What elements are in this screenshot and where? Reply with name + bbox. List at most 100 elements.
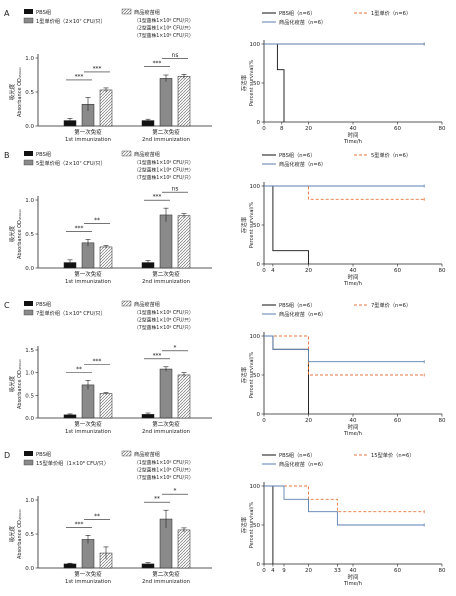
bar-commercial: [177, 215, 191, 269]
legend-label-pbs: PBS组: [36, 150, 51, 158]
legend-label-surv-commercial: 商品化疫苗（n=6）: [279, 310, 326, 318]
y-axis-label-cn: 存活率: [240, 516, 248, 533]
legend-swatch-commercial: [121, 8, 132, 15]
bar-mono: [81, 242, 95, 269]
x-tick-label: 9: [282, 568, 286, 574]
group-label-en: 1st immunization: [65, 579, 111, 585]
y-tick-label: 0.0: [25, 416, 34, 422]
y-tick-label: 1.0: [25, 371, 34, 377]
survival-line-pbs: [264, 43, 285, 122]
x-tick-label: 20: [305, 268, 312, 274]
y-axis-label-cn: 存活率: [240, 216, 248, 233]
bar-mono: [159, 78, 173, 127]
legend-label-commercial-strain: （1型菌株1×10⁸ CFU/只）: [134, 159, 194, 166]
x-axis-label-en: Time/h: [343, 139, 362, 145]
legend-label-commercial-strain: （7型菌株1×10⁸ CFU/只）: [134, 32, 194, 39]
panel-letter: A: [4, 9, 10, 18]
legend-label-surv-commercial: 商品化疫苗（n=6）: [279, 160, 326, 168]
x-tick-label: 20: [305, 418, 312, 424]
legend-label-commercial: 商品疫苗组: [134, 300, 160, 308]
significance-label: **: [76, 367, 82, 373]
y-axis-label-en: Percent survival/%: [249, 202, 255, 249]
bar-commercial: [99, 246, 113, 269]
x-tick-label: 4: [271, 568, 275, 574]
y-axis-label-en: Absorbance OD₄₅₀ₙₘ: [17, 359, 23, 409]
group-label-cn: 第二次免疫: [152, 570, 180, 578]
group-label-cn: 第一次免疫: [74, 420, 102, 428]
group-label-cn: 第二次免疫: [152, 420, 180, 428]
significance-label: ***: [75, 226, 84, 232]
y-axis-label-cn: 吸光度: [8, 525, 16, 542]
survival-line-pbs: [264, 185, 309, 264]
y-axis-label-en: Percent survival/%: [249, 502, 255, 549]
bar-mono: [81, 384, 95, 419]
legend-label-surv-mono: 5型单价（n=6）: [371, 151, 411, 159]
x-axis-label-cn: 时间: [347, 131, 358, 139]
group-label-en: 2nd immunization: [142, 429, 190, 435]
bar-commercial: [99, 89, 113, 127]
x-tick-label: 40: [350, 126, 357, 132]
legend-label-commercial: 商品疫苗组: [134, 450, 160, 458]
group-label-en: 1st immunization: [65, 137, 111, 143]
x-tick-label: 60: [394, 568, 401, 574]
y-tick-label: 0.5: [25, 532, 34, 538]
legend-label-pbs: PBS组: [36, 450, 51, 458]
significance-label: ***: [153, 61, 162, 67]
group-label-en: 2nd immunization: [142, 279, 190, 285]
legend-swatch-pbs: [24, 301, 33, 306]
x-tick-label: 40: [350, 568, 357, 574]
survival-legend: PBS组（n=6） 5型单价（n=6） 商品化疫苗（n=6）: [262, 151, 411, 168]
y-axis-label-cn: 存活率: [240, 366, 248, 383]
y-axis-label-cn: 吸光度: [8, 83, 16, 100]
y-tick-label: 100: [250, 334, 261, 340]
group-label-cn: 第二次免疫: [152, 128, 180, 136]
legend-swatch-mono: [23, 459, 34, 466]
y-tick-label: 0: [257, 412, 261, 418]
x-tick-label: 80: [439, 568, 446, 574]
legend-label-commercial-strain: （1型菌株1×10⁸ CFU/只）: [134, 309, 194, 316]
x-tick-label: 60: [394, 418, 401, 424]
survival-line-mono: [264, 185, 425, 200]
survival-line-mono: [264, 335, 425, 376]
y-tick-label: 100: [250, 184, 261, 190]
legend-label-surv-mono: 15型单价（n=6）: [371, 451, 414, 459]
significance-label: ***: [93, 66, 102, 72]
bar-commercial: [99, 393, 113, 419]
legend-label-commercial-strain: （7型菌株1×10⁸ CFU/只）: [134, 174, 194, 181]
legend-label-surv-pbs: PBS组（n=6）: [279, 301, 315, 309]
legend-label-pbs: PBS组: [36, 300, 51, 308]
legend-swatch-pbs: [24, 151, 33, 156]
y-tick-label: 1.5: [25, 348, 34, 354]
y-tick-label: 50: [253, 523, 260, 529]
x-axis-label-en: Time/h: [343, 281, 362, 287]
legend-swatch-commercial: [121, 150, 132, 157]
x-tick-label: 40: [350, 268, 357, 274]
panel-letter: B: [4, 151, 10, 160]
bar-commercial: [177, 529, 191, 569]
x-axis-label-en: Time/h: [343, 581, 362, 587]
survival-line-pbs: [264, 485, 274, 564]
bar-mono: [81, 539, 95, 569]
significance-label: **: [94, 514, 100, 520]
legend-label-commercial-strain: （2型菌株1×10⁸ CFU/只）: [134, 317, 194, 324]
legend-label-surv-mono: 1型单价（n=6）: [371, 9, 411, 17]
group-label-cn: 第一次免疫: [74, 570, 102, 578]
y-tick-label: 0: [257, 120, 261, 126]
x-tick-label: 20: [305, 568, 312, 574]
significance-label: ***: [75, 74, 84, 80]
x-tick-label: 60: [394, 126, 401, 132]
x-tick-label: 0: [262, 568, 266, 574]
x-axis-label-en: Time/h: [343, 431, 362, 437]
x-tick-label: 0: [262, 268, 266, 274]
significance-label: ns: [172, 53, 179, 59]
y-tick-label: 50: [253, 373, 260, 379]
survival-legend: PBS组（n=6） 15型单价（n=6） 商品化疫苗（n=6）: [262, 451, 414, 468]
bar-chart: 0.0 0.5 1.0 1.5 吸光度 Absorbance OD₄₅₀ₙₘ 第一次免疫1s…: [8, 345, 212, 435]
legend-swatch-pbs: [24, 451, 33, 456]
legend-swatch-commercial: [121, 450, 132, 457]
